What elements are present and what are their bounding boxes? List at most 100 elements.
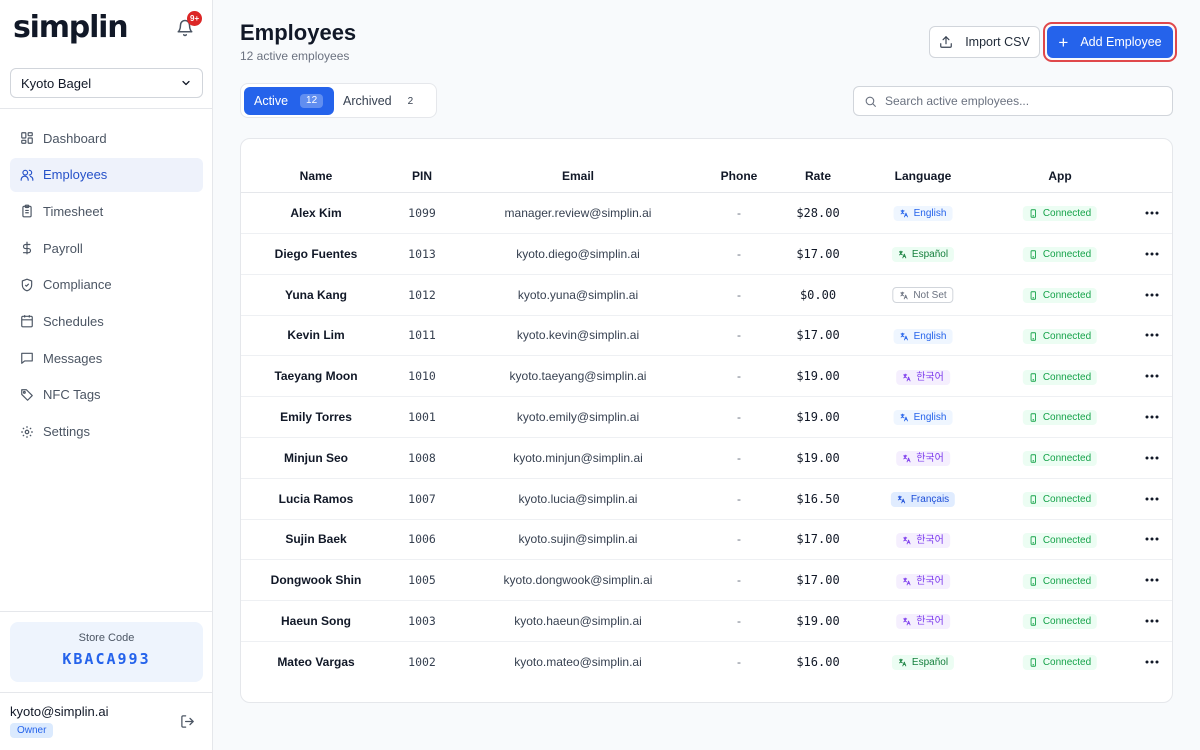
search-input[interactable]: [885, 94, 1155, 108]
row-actions-button[interactable]: [1144, 451, 1160, 465]
col-rate-cell: $19.00: [796, 369, 840, 384]
table-row[interactable]: Dongwook Shin 1005 kyoto.dongwook@simplin.…: [241, 560, 1172, 602]
col-app-cell: Connected: [1022, 234, 1098, 274]
table-row[interactable]: Mateo Vargas 1002 kyoto.mateo@simplin.ai - $…: [241, 642, 1172, 683]
phone-icon: [1030, 372, 1037, 382]
sidebar-item-messages[interactable]: Messages: [10, 341, 203, 375]
row-actions-button[interactable]: [1144, 328, 1160, 342]
sidebar-item-compliance[interactable]: Compliance: [10, 268, 203, 302]
row-actions-button[interactable]: [1144, 614, 1160, 628]
language-badge: Not Set: [892, 287, 954, 304]
chevron-down-icon: [182, 80, 190, 86]
table-row[interactable]: Emily Torres 1001 kyoto.emily@simplin.ai - $…: [241, 397, 1172, 438]
col-pin-cell: 1010: [408, 369, 436, 384]
col-language-header: Language: [894, 169, 952, 183]
col-phone-cell: -: [737, 573, 741, 588]
table-row[interactable]: Kevin Lim 1011 kyoto.kevin@simplin.ai - $17.…: [241, 315, 1172, 357]
row-actions-button[interactable]: [1144, 492, 1160, 506]
employees-table: Name PIN Email Phone Rate Language App Alex Ki…: [240, 138, 1173, 703]
sidebar-item-payroll[interactable]: Payroll: [10, 231, 203, 265]
col-rate-cell: $0.00: [799, 287, 837, 302]
sidebar-item-dashboard[interactable]: Dashboard: [10, 121, 203, 155]
row-actions-button[interactable]: [1144, 532, 1160, 546]
table-row[interactable]: Yuna Kang 1012 kyoto.yuna@simplin.ai - $0.00…: [241, 275, 1172, 316]
col-rate-header: Rate: [804, 169, 832, 183]
row-actions-button[interactable]: [1144, 247, 1160, 261]
col-email-cell: kyoto.mateo@simplin.ai: [514, 654, 642, 669]
col-pin-cell: 1011: [408, 328, 436, 343]
page-title: Employees: [240, 20, 357, 45]
sidebar-item-schedules[interactable]: Schedules: [10, 304, 203, 338]
sidebar-item-nfc-tags[interactable]: NFC Tags: [10, 378, 203, 412]
import-csv-button[interactable]: Import CSV: [929, 26, 1040, 58]
divider: [0, 611, 212, 612]
more-horizontal-icon: [1145, 211, 1159, 215]
divider: [0, 108, 212, 109]
table-row[interactable]: Diego Fuentes 1013 kyoto.diego@simplin.ai -…: [241, 234, 1172, 275]
col-rate-cell: $19.00: [796, 450, 840, 465]
table-row[interactable]: Haeun Song 1003 kyoto.haeun@simplin.ai - $19…: [241, 601, 1172, 642]
logout-icon[interactable]: [180, 714, 195, 729]
col-email-cell: kyoto.emily@simplin.ai: [516, 410, 640, 424]
language-label: Français: [910, 493, 950, 505]
store-code-label: Store Code: [78, 632, 135, 644]
row-actions-button[interactable]: [1144, 206, 1160, 220]
col-language-cell: 한국어: [896, 519, 950, 559]
tab-active-count: 12: [300, 94, 324, 108]
tab-archived[interactable]: Archived 2: [343, 87, 433, 115]
table-row[interactable]: Alex Kim 1099 manager.review@simplin.ai - $2…: [241, 193, 1172, 234]
language-label: Español: [911, 657, 949, 669]
col-email-cell: kyoto.lucia@simplin.ai: [518, 491, 638, 506]
sidebar-item-timesheet[interactable]: Timesheet: [10, 194, 203, 228]
col-phone-cell: -: [737, 491, 741, 506]
language-label: Español: [911, 249, 949, 261]
sidebar-item-settings[interactable]: Settings: [10, 415, 203, 449]
col-app-cell: Connected: [1022, 397, 1098, 437]
table-row[interactable]: Taeyang Moon 1010 kyoto.taeyang@simplin.ai…: [241, 356, 1172, 398]
col-phone-cell: -: [737, 206, 741, 220]
col-pin-cell: 1099: [408, 206, 436, 220]
col-name-cell: Mateo Vargas: [277, 654, 355, 669]
table-row[interactable]: Minjun Seo 1008 kyoto.minjun@simplin.ai - $1…: [241, 438, 1172, 479]
app-status-badge: Connected: [1022, 206, 1098, 222]
row-actions-button[interactable]: [1144, 655, 1160, 669]
col-pin-header: PIN: [411, 169, 433, 183]
row-actions-button[interactable]: [1144, 573, 1160, 587]
col-phone-cell: -: [737, 654, 741, 669]
col-phone-cell: -: [737, 246, 741, 261]
clipboard-icon: [22, 204, 32, 218]
translate-icon: [903, 618, 911, 626]
upload-icon: [940, 36, 953, 48]
col-app-cell: Connected: [1022, 479, 1098, 519]
translate-icon: [900, 414, 908, 422]
language-badge: 한국어: [896, 573, 950, 589]
tab-active[interactable]: Active 12: [244, 87, 334, 115]
col-email-cell: kyoto.taeyang@simplin.ai: [509, 369, 647, 384]
table-header: Name PIN Email Phone Rate Language App: [241, 166, 1172, 193]
table-row[interactable]: Lucia Ramos 1007 kyoto.lucia@simplin.ai - $1…: [241, 479, 1172, 520]
app-status-label: Connected: [1042, 657, 1092, 669]
translate-icon: [903, 454, 911, 463]
col-email-cell: kyoto.minjun@simplin.ai: [513, 450, 643, 465]
add-employee-button[interactable]: + Add Employee: [1047, 26, 1173, 58]
search-box: [853, 86, 1173, 116]
table-row[interactable]: Sujin Baek 1006 kyoto.sujin@simplin.ai - $17…: [241, 519, 1172, 561]
row-actions-button[interactable]: [1144, 288, 1160, 302]
sidebar-item-employees[interactable]: Employees: [10, 157, 203, 192]
store-selector[interactable]: Kyoto Bagel: [10, 68, 203, 98]
col-phone-header: Phone: [720, 169, 758, 183]
store-code-value[interactable]: KBACA993: [62, 650, 151, 668]
language-badge: English: [893, 410, 953, 426]
app-status-label: Connected: [1042, 330, 1092, 342]
language-label: English: [913, 208, 947, 220]
row-actions-button[interactable]: [1144, 410, 1160, 424]
col-app-cell: Connected: [1022, 193, 1098, 233]
sidebar-item-label: Schedules: [43, 313, 104, 329]
row-actions-button[interactable]: [1144, 369, 1160, 383]
more-horizontal-icon: [1145, 293, 1159, 297]
phone-icon: [1030, 454, 1037, 463]
bell-icon[interactable]: [176, 19, 194, 37]
app-logo[interactable]: simplin: [13, 10, 129, 45]
col-language-cell: 한국어: [896, 356, 950, 396]
app-status-label: Connected: [1042, 249, 1092, 261]
